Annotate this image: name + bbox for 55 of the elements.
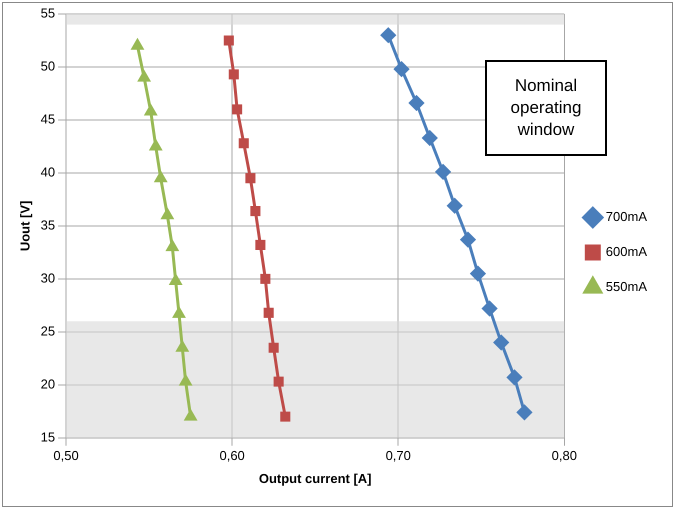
y-tick-label: 35 (40, 217, 56, 232)
point (255, 240, 266, 250)
point (250, 206, 260, 216)
point (274, 376, 284, 387)
y-axis-title: Uout [V] (17, 200, 32, 252)
point (170, 274, 182, 285)
point (280, 412, 290, 422)
point (173, 307, 185, 318)
y-tick-label: 50 (40, 58, 56, 74)
point (380, 28, 396, 43)
point (224, 35, 234, 46)
point (138, 71, 150, 82)
legend-label: 600mA (606, 244, 648, 260)
point (447, 198, 462, 214)
point (132, 39, 144, 50)
point (228, 69, 239, 80)
y-tick-label: 45 (40, 112, 56, 127)
point (516, 404, 532, 420)
point (494, 334, 509, 350)
x-tick-label: 0,50 (53, 448, 79, 464)
point (264, 308, 274, 318)
point (180, 375, 192, 386)
point (154, 172, 167, 182)
x-tick-label: 0,80 (552, 448, 577, 464)
point (422, 130, 438, 146)
point (176, 341, 188, 352)
point (150, 140, 162, 150)
x-axis-title: Output current [A] (258, 470, 372, 486)
point (238, 138, 249, 148)
point (166, 240, 178, 252)
point (436, 164, 451, 180)
point (470, 266, 486, 282)
point (144, 104, 157, 116)
point (260, 274, 270, 284)
y-tick-label: 15 (40, 429, 56, 444)
x-tick-label: 0,60 (219, 448, 245, 464)
point (408, 96, 424, 110)
point (162, 208, 174, 220)
point (245, 173, 256, 184)
y-tick-label: 20 (40, 376, 56, 392)
point (232, 104, 242, 114)
y-tick-label: 25 (40, 323, 56, 338)
point (460, 232, 476, 248)
point (482, 301, 498, 316)
x-tick-label: 0,70 (386, 448, 411, 464)
annotation: Nominal operating window (485, 60, 607, 156)
y-tick-label: 30 (40, 270, 56, 286)
point (394, 62, 410, 77)
y-tick-label: 55 (40, 6, 56, 21)
y-tick-label: 40 (40, 164, 56, 180)
legend-label: 700mA (606, 209, 648, 224)
point (268, 342, 279, 353)
point (506, 370, 522, 385)
point (184, 410, 196, 421)
legend-label: 550mA (606, 279, 648, 294)
